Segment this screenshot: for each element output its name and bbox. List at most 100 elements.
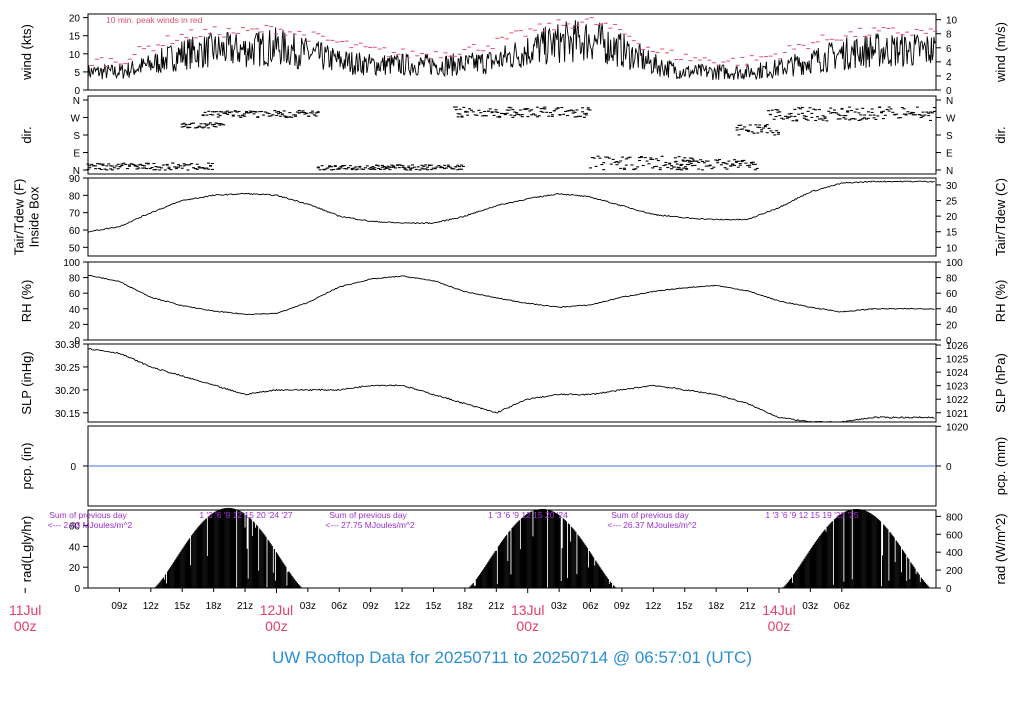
date-label: 14Jul [762, 602, 795, 618]
tick-label: 15 [69, 32, 81, 43]
temp-line [87, 180, 935, 233]
tick-label: 600 [946, 530, 963, 541]
left-axis-temp: 50 60 70 80 90 [69, 174, 88, 254]
axis-label: RH (%) [993, 280, 1008, 323]
axis-label: Tair/Tdew (C) [993, 178, 1008, 256]
axis-label: wind (kts) [19, 24, 34, 81]
tick-label: 80 [946, 274, 958, 285]
x-tick-label: 12z [394, 601, 410, 612]
tick-label: 1026 [946, 341, 969, 352]
x-tick-label: 12z [645, 601, 661, 612]
tick-label: 80 [69, 274, 81, 285]
tick-label: 30.30 [55, 340, 80, 351]
tick-label: 80 [69, 191, 81, 202]
tick-label: 0 [74, 336, 80, 347]
rad-sum-label: Sum of previous day [329, 510, 407, 520]
tick-label: 4 [946, 58, 952, 69]
rad-hour-marks: 1 '3 '6 '9 12 15 19 '23 '25 [765, 510, 858, 520]
date-sub-label: 00z [516, 618, 539, 634]
x-tick-label: 03z [300, 601, 316, 612]
tick-label: 50 [69, 243, 81, 254]
axis-label: rad (W/m^2) [993, 513, 1008, 584]
x-tick-label: 03z [802, 601, 818, 612]
tick-label: 200 [946, 566, 963, 577]
rad-sum-label: Sum of previous day [611, 510, 689, 520]
tick-label: 70 [69, 209, 81, 220]
tick-label: 15 [946, 228, 958, 239]
tick-label: 20 [946, 212, 958, 223]
panel-frame-temp [87, 177, 937, 257]
right-axis-wind: 0 2 4 6 8 10 [936, 16, 958, 97]
axis-label: dir. [993, 126, 1008, 143]
axis-label: pcp. (mm) [993, 437, 1008, 496]
left-label-wind: wind (kts) [19, 24, 34, 81]
right-label-pcp: pcp. (mm) [993, 437, 1008, 496]
axis-label: SLP (inHg) [19, 351, 34, 414]
direction-marks [86, 106, 936, 171]
rad-sum-value: <--- 2.83 MJoules/m^2 [48, 520, 133, 530]
tick-label: 6 [946, 44, 952, 55]
right-label-rh: RH (%) [993, 280, 1008, 323]
tick-label: 0 [946, 462, 952, 473]
date-sub-label: 00z [265, 618, 288, 634]
tick-label: 0 [946, 86, 952, 97]
tick-label: 1025 [946, 355, 969, 366]
right-label-slp: SLP (hPa) [993, 353, 1008, 413]
date-label: 12Jul [260, 602, 293, 618]
right-axis-slp: 1020 1021 1022 1023 1024 1025 1026 [936, 341, 969, 433]
left-axis-rad: 0 20 40 60 [69, 522, 88, 595]
tick-label: 30.15 [55, 409, 80, 420]
tick-label: 100 [946, 258, 963, 269]
left-axis-wind: 0 5 10 15 20 [69, 14, 88, 97]
tick-label: 60 [69, 289, 81, 300]
x-tick-label: 18z [206, 601, 222, 612]
tick-label: 400 [946, 548, 963, 559]
tick-label: 40 [69, 305, 81, 316]
right-label-temp: Tair/Tdew (C) [993, 178, 1008, 256]
dir-tick-left: N [73, 166, 80, 177]
tick-label: 0 [946, 336, 952, 347]
tick-label: 0 [74, 584, 80, 595]
tick-label: 10 [69, 50, 81, 61]
right-label-rad: rad (W/m^2) [993, 513, 1008, 584]
dir-tick-right: N [946, 96, 953, 107]
x-tick-label: 15z [174, 601, 190, 612]
date-label: 13Jul [511, 602, 544, 618]
left-label-temp: Tair/Tdew (F) Inside Box [12, 179, 42, 256]
x-tick-label: 21z [488, 601, 504, 612]
x-tick-label: 03z [551, 601, 567, 612]
dir-tick-right: E [946, 149, 953, 160]
tick-label: 30 [946, 181, 958, 192]
tick-label: 800 [946, 512, 963, 523]
tick-label: 40 [946, 305, 958, 316]
axis-label: rad(Lgly/hr) [19, 516, 34, 582]
left-label-slp: SLP (inHg) [19, 351, 34, 414]
tick-label: 60 [69, 226, 81, 237]
x-tick-label: 09z [363, 601, 379, 612]
tick-label: 1021 [946, 409, 969, 420]
tick-label: 25 [946, 197, 958, 208]
right-label-wind: wind (m/s) [993, 22, 1008, 83]
axis-label: Inside Box [27, 186, 42, 247]
dir-tick-left: E [73, 149, 80, 160]
wind-speed-line [87, 20, 936, 81]
tick-label: 60 [946, 289, 958, 300]
tick-label: 30.20 [55, 386, 80, 397]
date-sub-label: 00z [14, 618, 37, 634]
chart-title: UW Rooftop Data for 20250711 to 20250714… [271, 648, 752, 667]
tick-label: 20 [69, 14, 81, 25]
tick-label: 100 [63, 258, 80, 269]
tick-label: 10 [946, 243, 958, 254]
x-axis: 09z 12z 15z 18z 21z 03z 06z 09z 12z 15z 18z 21z 03z 0… [9, 588, 850, 634]
x-tick-label: 15z [425, 601, 441, 612]
left-label-rh: RH (%) [19, 280, 34, 323]
x-tick-label: 12z [143, 601, 159, 612]
axis-label: dir. [19, 126, 34, 143]
tick-label: 8 [946, 30, 952, 41]
radiation-bars [154, 507, 931, 588]
dir-tick-left: W [71, 114, 81, 125]
tick-label: 30.25 [55, 363, 80, 374]
x-tick-label: 21z [739, 601, 755, 612]
tick-label: 1024 [946, 368, 969, 379]
